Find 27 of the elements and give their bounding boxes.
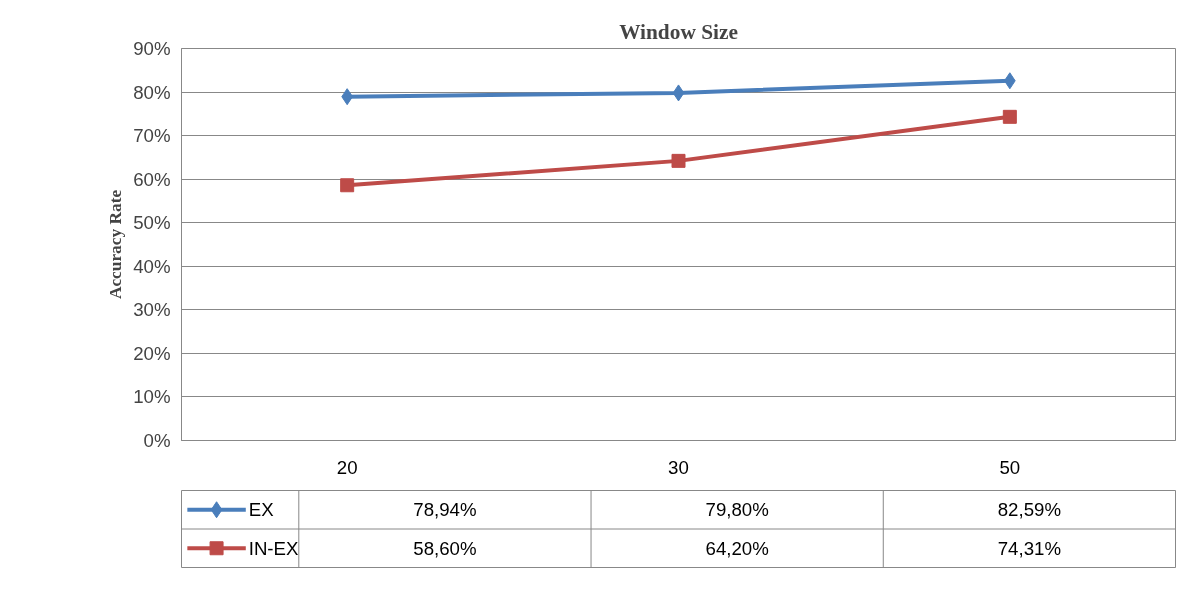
y-tick-label: 40%: [133, 255, 171, 277]
x-tick-label: 20: [336, 456, 358, 478]
y-tick-label: 0%: [143, 430, 171, 451]
data-label: 79,80%: [705, 499, 769, 521]
y-tick-label: 30%: [133, 299, 171, 321]
data-label: 82,59%: [997, 499, 1062, 521]
point: [1002, 109, 1017, 124]
point: [671, 153, 686, 168]
point: [340, 178, 355, 193]
point: [672, 84, 685, 102]
y-tick-label: 90%: [133, 38, 171, 59]
data-label: 78,94%: [413, 499, 477, 521]
x-tick-label: 50: [999, 456, 1021, 478]
y-tick-label: 80%: [133, 81, 171, 103]
legend-label: EX: [248, 499, 275, 521]
chart-title: Window Size: [619, 19, 738, 44]
data-label: 58,60%: [413, 537, 477, 559]
legend-label: IN-EX: [248, 537, 300, 559]
y-axis-title: Accuracy Rate: [106, 189, 126, 300]
data-label: 74,31%: [997, 537, 1062, 559]
y-tick-label: 20%: [133, 342, 171, 364]
y-tick-label: 10%: [133, 386, 171, 408]
y-tick-label: 60%: [133, 168, 171, 190]
y-tick-label: 70%: [133, 125, 171, 147]
x-tick-label: 30: [668, 456, 689, 478]
data-label: 64,20%: [705, 537, 769, 559]
y-tick-label: 50%: [133, 212, 171, 234]
